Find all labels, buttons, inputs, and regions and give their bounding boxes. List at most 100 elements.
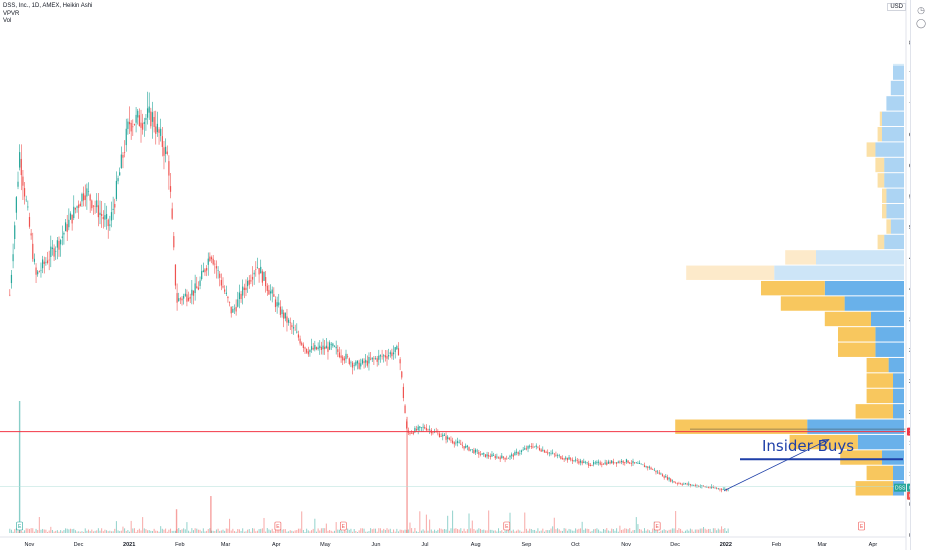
- volume-bar: [56, 530, 58, 533]
- candle-body: [33, 258, 36, 262]
- volume-bar: [634, 530, 636, 533]
- volume-bar: [28, 528, 30, 533]
- volume-bar: [96, 530, 98, 533]
- volume-bar: [9, 528, 11, 533]
- candle-body: [207, 258, 209, 265]
- volume-bar: [306, 528, 308, 533]
- volume-bar: [450, 528, 452, 533]
- volume-bar: [255, 531, 257, 533]
- volume-bar: [120, 530, 122, 533]
- currency-label[interactable]: USD: [887, 3, 906, 11]
- volume-bar: [561, 530, 563, 533]
- candle-body: [332, 343, 334, 347]
- time-tick-label: Dec: [74, 542, 84, 548]
- volume-bar: [588, 529, 590, 533]
- volume-bar: [184, 529, 186, 533]
- candle-body: [519, 452, 521, 454]
- candle-body: [414, 428, 416, 433]
- vp-row-down: [824, 280, 904, 296]
- vp-row-up: [838, 327, 876, 342]
- vp-row-down: [884, 234, 904, 250]
- candle-body: [601, 463, 603, 465]
- volume-indicator-label[interactable]: Vol: [3, 18, 12, 24]
- candle-body: [37, 271, 39, 275]
- volume-spike: [18, 401, 21, 533]
- candle-body: [517, 452, 519, 455]
- time-tick-label: Feb: [772, 542, 781, 548]
- volume-bar: [317, 528, 319, 533]
- candle-body: [675, 482, 677, 484]
- candle-body: [348, 358, 350, 364]
- alarm-icon[interactable]: ◯: [916, 18, 927, 28]
- volume-bar: [338, 529, 340, 533]
- candle-body: [146, 108, 149, 118]
- candle-body: [304, 347, 306, 349]
- volume-bar: [593, 529, 595, 533]
- candle-body: [27, 206, 29, 208]
- candle-body: [399, 359, 401, 364]
- candle-body: [570, 458, 572, 460]
- candle-body: [543, 450, 546, 453]
- volume-bar: [673, 528, 675, 533]
- volume-bar: [512, 529, 514, 533]
- volume-bar: [463, 528, 465, 533]
- volume-bar: [163, 529, 165, 533]
- volume-bar: [332, 531, 334, 533]
- candle-body: [228, 301, 231, 303]
- candle-body: [151, 112, 154, 122]
- candle-body: [181, 298, 183, 301]
- candle-body: [9, 294, 11, 296]
- volume-bar: [458, 529, 460, 533]
- candle-body: [678, 483, 680, 485]
- volume-bar: [265, 531, 267, 533]
- clock-icon[interactable]: ◷: [917, 5, 925, 15]
- volume-bar: [611, 528, 613, 533]
- candle-body: [265, 277, 267, 287]
- vp-row-up: [866, 357, 889, 373]
- volume-bar: [506, 528, 508, 533]
- candle-body: [122, 154, 124, 158]
- volume-bar: [453, 528, 455, 533]
- volume-bar: [89, 531, 91, 533]
- volume-bar: [584, 528, 586, 533]
- volume-bar: [88, 529, 90, 533]
- vpvr-indicator-label[interactable]: VPVR: [3, 10, 20, 17]
- volume-bar: [476, 529, 478, 533]
- candle-body: [483, 453, 485, 455]
- candle-body: [571, 459, 573, 462]
- candle-body: [619, 461, 621, 463]
- candle-body: [40, 270, 42, 271]
- volume-bar: [353, 529, 355, 533]
- volume-bar: [627, 529, 629, 533]
- time-tick-label: Jun: [372, 542, 381, 548]
- volume-bar: [606, 528, 608, 533]
- volume-bar: [432, 531, 434, 533]
- volume-bar: [652, 528, 654, 533]
- candle-body: [689, 484, 692, 486]
- candle-body: [283, 312, 285, 319]
- candle-body: [686, 483, 688, 485]
- candle-body: [609, 461, 611, 464]
- volume-bar: [411, 528, 413, 533]
- volume-bar: [232, 528, 234, 533]
- volume-bar: [425, 514, 427, 533]
- vp-row-down: [774, 265, 904, 280]
- candle-body: [719, 488, 721, 490]
- candle-body: [419, 426, 421, 428]
- candle-body: [506, 458, 508, 460]
- volume-bar: [491, 529, 493, 533]
- candle-body: [637, 463, 639, 464]
- candle-body: [101, 213, 103, 216]
- candle-body: [511, 454, 513, 456]
- candle-body: [186, 294, 188, 302]
- candle-body: [612, 461, 614, 464]
- volume-bar: [115, 521, 117, 533]
- volume-bar: [684, 530, 686, 533]
- volume-bar: [419, 511, 421, 533]
- candle-body: [534, 446, 536, 448]
- volume-bar: [617, 531, 619, 533]
- candle-body: [38, 271, 40, 273]
- volume-bar: [283, 529, 285, 533]
- volume-bar: [598, 529, 600, 533]
